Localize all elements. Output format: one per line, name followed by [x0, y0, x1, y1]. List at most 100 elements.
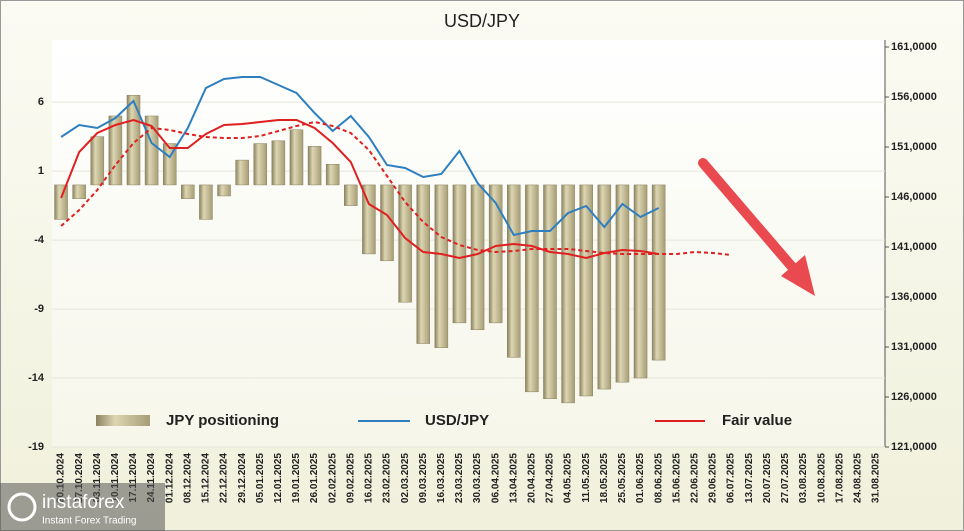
bar: [307, 146, 322, 186]
x-tick-label: 01.12.2024: [164, 453, 175, 503]
x-tick-label: 26.01.2025: [309, 453, 320, 503]
x-tick-label: 09.02.2025: [345, 453, 356, 503]
x-tick-label: 15.06.2025: [671, 453, 682, 503]
chart-title: USD/JPY: [444, 11, 520, 31]
x-tick-label: 19.01.2025: [291, 453, 302, 503]
bar: [398, 184, 412, 303]
y-tick-label: -14: [28, 372, 45, 384]
bar: [108, 115, 123, 186]
x-tick-label: 03.11.2024: [92, 453, 103, 503]
watermark-brand: instaforex: [42, 492, 125, 513]
bar: [72, 184, 86, 199]
plot-area: [52, 40, 885, 447]
bar: [543, 184, 557, 399]
x-tick-label: 12.01.2025: [273, 453, 284, 503]
bar: [181, 184, 195, 199]
bar: [561, 184, 575, 404]
legend-label: Fair value: [722, 412, 792, 429]
x-tick-label: 16.02.2025: [364, 453, 375, 503]
y-tick-label: 6: [38, 96, 44, 108]
bar: [90, 136, 105, 186]
x-tick-label: 24.11.2024: [146, 453, 157, 503]
bar: [416, 184, 430, 344]
bar: [434, 184, 449, 348]
x-tick-label: 10.08.2025: [816, 453, 827, 503]
bar: [651, 184, 666, 361]
x-tick-label: 17.11.2024: [128, 453, 139, 503]
bar: [199, 184, 213, 220]
x-tick-label: 02.03.2025: [400, 453, 411, 503]
bar: [253, 143, 268, 186]
x-tick-label: 22.06.2025: [689, 453, 700, 503]
bar: [452, 184, 467, 324]
bar: [362, 184, 376, 255]
x-tick-label: 04.05.2025: [563, 453, 574, 503]
x-tick-label: 06.07.2025: [726, 453, 737, 503]
y-tick-label: -19: [28, 441, 44, 453]
x-tick-label: 11.05.2025: [581, 453, 592, 503]
x-tick-label: 13.07.2025: [744, 453, 755, 503]
bar: [325, 163, 340, 186]
y2-tick-label: 146,0000: [891, 191, 937, 203]
bar: [633, 184, 648, 379]
line: [60, 118, 659, 260]
watermark-tagline: Instant Forex Trading: [42, 516, 137, 527]
bar: [126, 95, 141, 186]
x-tick-label: 25.05.2025: [617, 453, 628, 503]
bar: [597, 184, 612, 390]
y-tick-label: 1: [38, 165, 44, 177]
x-tick-label: 15.12.2024: [201, 453, 212, 503]
x-tick-label: 20.04.2025: [527, 453, 538, 503]
x-tick-label: 13.04.2025: [508, 453, 519, 503]
bar: [344, 184, 358, 206]
y2-tick-label: 131,0000: [891, 341, 937, 353]
x-tick-label: 08.12.2024: [182, 453, 193, 503]
bar: [488, 184, 503, 324]
bar: [615, 184, 630, 383]
bar: [470, 184, 485, 331]
line: [60, 120, 732, 256]
x-tick-label: 08.06.2025: [653, 453, 664, 503]
bar: [525, 184, 539, 393]
bar: [271, 140, 286, 186]
x-tick-label: 01.06.2025: [635, 453, 646, 503]
x-tick-label: 18.05.2025: [599, 453, 610, 503]
bar: [289, 129, 304, 186]
x-tick-label: 20.07.2025: [762, 453, 773, 503]
y-tick-label: -9: [34, 303, 44, 315]
bar: [235, 159, 249, 186]
x-tick-label: 10.11.2024: [110, 453, 121, 503]
x-tick-label: 17.08.2025: [834, 453, 845, 503]
x-tick-label: 27.04.2025: [545, 453, 556, 503]
x-tick-label: 22.12.2024: [219, 453, 230, 503]
y2-tick-label: 126,0000: [891, 391, 937, 403]
y2-tick-label: 156,0000: [891, 91, 937, 103]
bar: [380, 184, 394, 262]
y2-tick-label: 151,0000: [891, 141, 937, 153]
x-tick-label: 27.10.2024: [74, 453, 85, 503]
x-tick-label: 23.02.2025: [382, 453, 393, 503]
x-tick-label: 09.03.2025: [418, 453, 429, 503]
x-tick-label: 29.12.2024: [237, 453, 248, 503]
bar: [579, 184, 593, 397]
marks: 6 1 -4 -9 -14 -19 161,0000 156,0000 151,0000 146,…: [28, 41, 937, 453]
watermark: instaforex Instant Forex Trading: [0, 483, 165, 531]
x-tick-label: 31.08.2025: [871, 453, 882, 503]
bar: [217, 184, 231, 197]
x-tick-label: 16.03.2025: [436, 453, 447, 503]
x-tick-label: 27.07.2025: [780, 453, 791, 503]
x-tick-label: 29.06.2025: [708, 453, 719, 503]
x-tick-label: 05.01.2025: [255, 453, 266, 503]
x-tick-label: 24.08.2025: [852, 453, 863, 503]
legend-label: USD/JPY: [425, 412, 489, 429]
x-tick-label: 20.10.2024: [56, 453, 67, 503]
bar: [507, 184, 521, 358]
y2-tick-label: 136,0000: [891, 291, 937, 303]
x-tick-label: 23.03.2025: [454, 453, 465, 503]
y2-tick-label: 141,0000: [891, 241, 937, 253]
x-axis: 20.10.2024 27.10.2024 03.11.2024 10.11.2024…: [56, 453, 882, 503]
y2-tick-label: 121,0000: [891, 441, 937, 453]
x-tick-label: 30.03.2025: [472, 453, 483, 503]
y2-tick-label: 161,0000: [891, 41, 937, 53]
y-tick-label: -4: [34, 234, 45, 246]
